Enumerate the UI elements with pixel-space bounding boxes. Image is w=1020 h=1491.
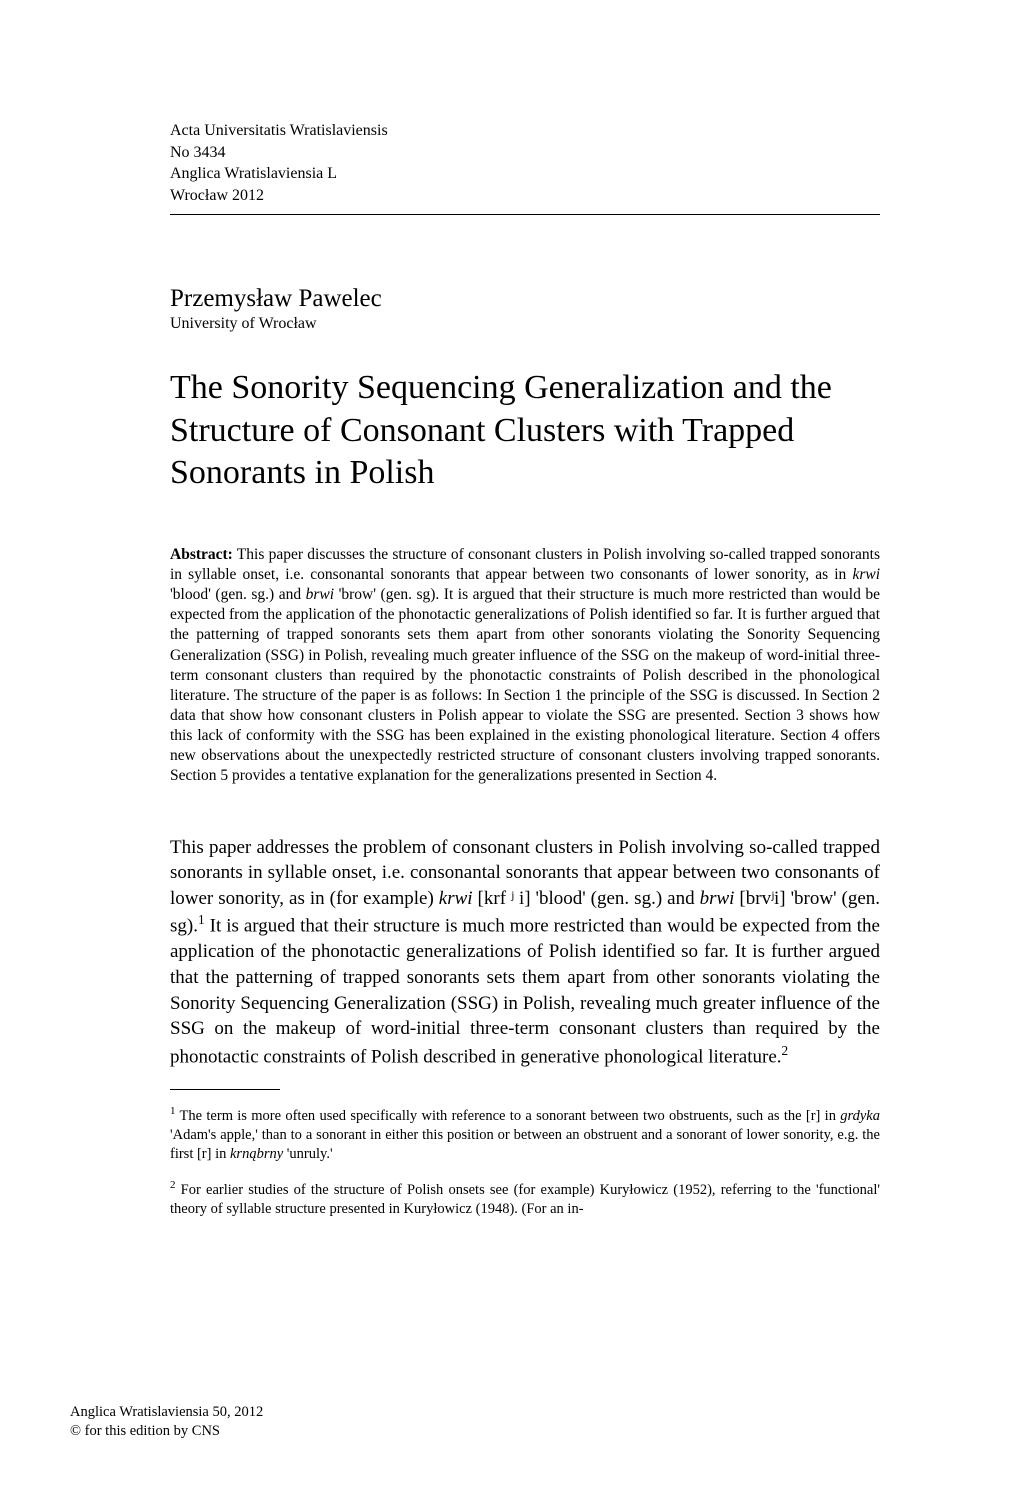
journal-line: No 3434 [170, 142, 880, 164]
intro-text: [krf ʲ i] 'blood' (gen. sg.) and [473, 888, 700, 909]
footnote-ref: 1 [198, 912, 205, 927]
page-footer: Anglica Wratislaviensia 50, 2012 © for t… [70, 1403, 263, 1441]
intro-text: It is argued that their structure is muc… [170, 916, 880, 1068]
footnote: 2 For earlier studies of the structure o… [170, 1178, 880, 1219]
abstract-text: This paper discusses the structure of co… [170, 546, 880, 583]
intro-paragraph: This paper addresses the problem of cons… [170, 835, 880, 1070]
footnote-italic: krnąbrny [230, 1146, 283, 1162]
journal-line: Acta Universitatis Wratislaviensis [170, 120, 880, 142]
footnote-text: For earlier studies of the structure of … [170, 1182, 880, 1217]
abstract-label: Abstract: [170, 546, 233, 563]
footnote-text: 'unruly.' [283, 1146, 332, 1162]
abstract-italic: brwi [306, 586, 334, 603]
author-name: Przemysław Pawelec [170, 285, 880, 313]
abstract-text: 'brow' (gen. sg). It is argued that thei… [170, 586, 880, 784]
footnote-text: The term is more often used specifically… [176, 1108, 841, 1124]
footer-line: © for this edition by CNS [70, 1422, 263, 1441]
abstract: Abstract: This paper discusses the struc… [170, 545, 880, 787]
header-rule [170, 214, 880, 215]
footnote-ref: 2 [782, 1043, 789, 1058]
journal-line: Anglica Wratislaviensia L [170, 163, 880, 185]
footnote-italic: grdyka [840, 1108, 880, 1124]
journal-line: Wrocław 2012 [170, 185, 880, 207]
journal-info: Acta Universitatis Wratislaviensis No 34… [170, 120, 880, 206]
footer-line: Anglica Wratislaviensia 50, 2012 [70, 1403, 263, 1422]
footnote: 1 The term is more often used specifical… [170, 1104, 880, 1163]
abstract-text: 'blood' (gen. sg.) and [170, 586, 306, 603]
author-affiliation: University of Wrocław [170, 315, 880, 333]
abstract-italic: krwi [852, 566, 880, 583]
intro-italic: brwi [700, 888, 735, 909]
paper-title: The Sonority Sequencing Generalization a… [170, 367, 880, 495]
intro-italic: krwi [439, 888, 473, 909]
footnote-separator [170, 1089, 280, 1090]
